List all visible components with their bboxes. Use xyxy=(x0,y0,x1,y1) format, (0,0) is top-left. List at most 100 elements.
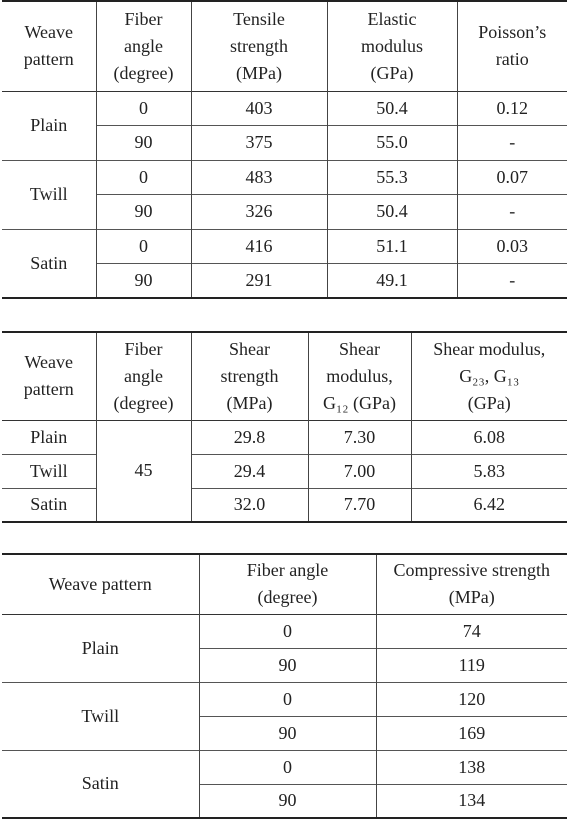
table-cell: 32.0 xyxy=(190,488,308,522)
header-cell: Shear modulus, G₁₂ (GPa) xyxy=(307,332,411,420)
header-line: angle xyxy=(124,35,163,56)
shear-table: Weave pattern Fiber angle (degree) Shear stren… xyxy=(2,331,567,523)
table-cell: 0 xyxy=(95,91,191,126)
header-cell: Elastic modulus (GPa) xyxy=(326,1,457,91)
header-line: modulus xyxy=(360,35,423,56)
header-line: Elastic xyxy=(367,8,417,29)
header-line: Fiber xyxy=(124,8,163,29)
table-cell: Satin xyxy=(30,494,68,515)
header-line: Shear xyxy=(339,338,380,359)
table-cell: 49.1 xyxy=(326,263,457,298)
header-row: Weave pattern Fiber angle (degree) Shear stren… xyxy=(2,332,567,420)
table-cell: 7.30 xyxy=(307,420,411,454)
header-line: Compressive strength xyxy=(393,560,550,581)
table-row: 90 375 55.0- xyxy=(2,125,567,160)
table-cell: 50.4 xyxy=(326,91,457,126)
table-cell: 403 xyxy=(190,91,327,126)
header-line: (MPa) xyxy=(226,392,273,413)
table-cell: Plain xyxy=(30,426,68,447)
header-cell: Fiber angle (degree) xyxy=(95,1,191,91)
table-cell: 55.3 xyxy=(326,160,457,195)
header-line: (degree) xyxy=(257,587,318,608)
table-cell: 6.42 xyxy=(410,488,567,522)
table-cell: 416 xyxy=(190,229,327,264)
header-line: Weave xyxy=(24,352,73,373)
table-row: 90 169 xyxy=(2,716,567,750)
header-cell: Weave pattern xyxy=(2,332,96,420)
header-line: (degree) xyxy=(113,392,174,413)
table-cell: 375 xyxy=(190,125,327,160)
header-cell: Shear strength (MPa) xyxy=(190,332,308,420)
header-line: (MPa) xyxy=(236,62,282,83)
header-line: Weave xyxy=(24,22,73,43)
table-row: Twill 29.4 7.00 5.83 xyxy=(2,454,567,488)
header-cell: Compressive strength (MPa) xyxy=(375,554,567,614)
table-row: Twill 0 483 55.3 0.07 xyxy=(2,160,567,204)
table-cell: 29.4 xyxy=(190,454,308,488)
header-line: modulus, xyxy=(326,365,393,386)
table-row: 90 326 50.4- xyxy=(2,194,567,229)
header-line: G₁₂ (GPa) xyxy=(322,392,397,413)
header-line: (GPa) xyxy=(467,392,511,413)
table-cell: 119 xyxy=(375,648,567,682)
table-cell: Twill xyxy=(81,705,120,726)
header-cell: Weave pattern xyxy=(2,1,96,91)
table-row: Twill 0 120 xyxy=(2,682,567,726)
table-cell: 0 xyxy=(198,750,376,784)
table-cell: 0 xyxy=(95,229,191,264)
table-cell: Plain xyxy=(81,637,119,658)
table-cell: 483 xyxy=(190,160,327,195)
table-cell: - xyxy=(456,125,567,160)
header-cell: Poisson’s ratio xyxy=(456,1,567,91)
table-cell: Plain xyxy=(30,115,68,135)
header-line: Shear modulus, xyxy=(433,338,546,359)
table-cell: 0 xyxy=(198,682,376,716)
table-cell: 291 xyxy=(190,263,327,298)
table-cell: 0 xyxy=(95,160,191,195)
header-cell: Fiber angle (degree) xyxy=(198,554,376,614)
table-cell: Twill xyxy=(29,184,68,204)
header-line: Fiber xyxy=(124,338,163,359)
table-row: Plain 45 29.8 7.30 6.08 xyxy=(2,420,567,522)
table-cell: 55.0 xyxy=(326,125,457,160)
header-row: Weave pattern Fiber angle (degree) Tensile str… xyxy=(2,1,567,91)
table-cell: Satin xyxy=(81,773,119,794)
header-row: Weave pattern Fiber angle (degree) Compress… xyxy=(2,554,567,614)
header-cell: Fiber angle (degree) xyxy=(95,332,191,420)
header-line: angle xyxy=(124,365,163,386)
table-cell: 120 xyxy=(375,682,567,716)
header-line: Shear xyxy=(229,338,270,359)
compressive-table: Weave pattern Fiber angle (degree) Compress… xyxy=(2,553,567,819)
table-row: 90 134 xyxy=(2,784,567,818)
table-row: Satin 0 416 51.1 0.03 xyxy=(2,229,567,273)
table-cell: 90 xyxy=(95,263,191,298)
table-cell: 45 xyxy=(95,420,191,522)
table-cell: 0.07 xyxy=(456,160,567,195)
table-cell: 51.1 xyxy=(326,229,457,264)
table-row: Plain 0 74 xyxy=(2,614,567,658)
tensile-table: Weave pattern Fiber angle (degree) Tensile str… xyxy=(2,0,567,299)
table-cell: 0.03 xyxy=(456,229,567,264)
header-cell: Tensile strength (MPa) xyxy=(190,1,327,91)
header-cell: Weave pattern xyxy=(2,554,199,614)
table-cell: 90 xyxy=(198,716,376,750)
table-cell: 29.8 xyxy=(190,420,308,454)
table-cell: 90 xyxy=(198,648,376,682)
header-line: (degree) xyxy=(113,62,174,83)
table-cell: 90 xyxy=(95,125,191,160)
table-cell: 138 xyxy=(375,750,567,784)
table-cell: 90 xyxy=(95,194,191,229)
table-row: Plain 0 403 50.4 0.12 xyxy=(2,91,567,135)
table-cell: 5.83 xyxy=(410,454,567,488)
table-cell: 7.00 xyxy=(307,454,411,488)
table-cell: 169 xyxy=(375,716,567,750)
header-cell: Shear modulus, G₂₃, G₁₃ (GPa) xyxy=(410,332,567,420)
header-line: G₂₃, G₁₃ xyxy=(459,365,520,386)
table-row: 90 291 49.1- xyxy=(2,263,567,298)
table-cell: 74 xyxy=(375,614,567,648)
table-row: 90 119 xyxy=(2,648,567,682)
table-row: Satin 0 138 xyxy=(2,750,567,793)
table-cell: 7.70 xyxy=(307,488,411,522)
header-line: strength xyxy=(230,35,288,56)
